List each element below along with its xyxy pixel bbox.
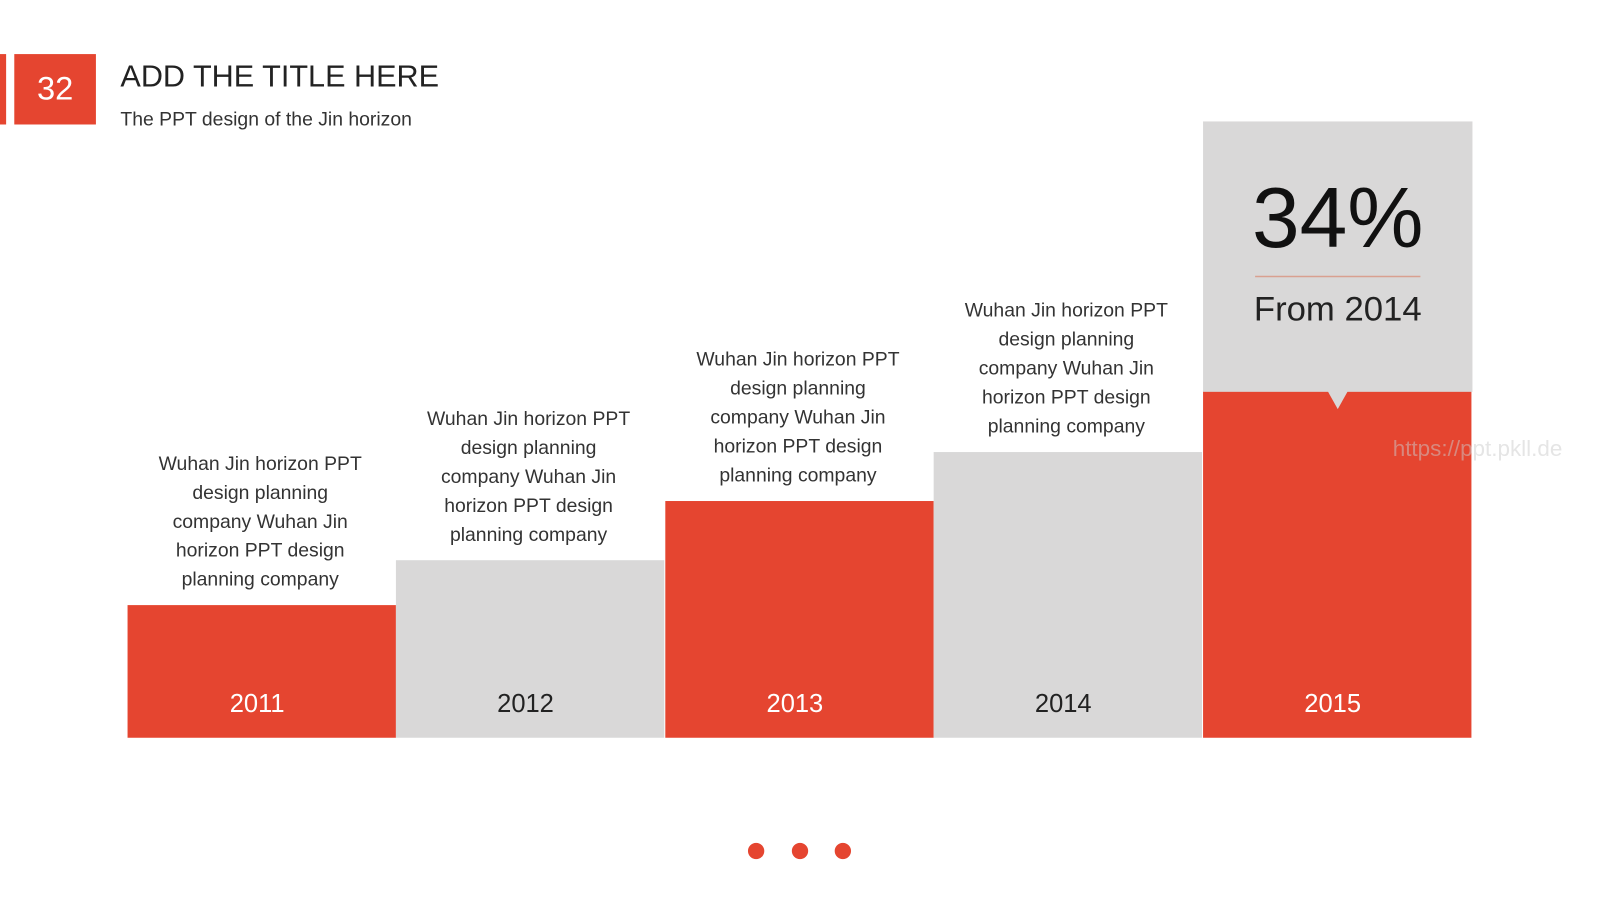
description-line: design planning xyxy=(998,329,1134,351)
description-line: design planning xyxy=(461,437,597,459)
year: 2012 xyxy=(497,690,554,718)
highlight-caption: From 2014 xyxy=(1254,290,1422,328)
step-bar xyxy=(933,452,1203,738)
year: 2011 xyxy=(230,690,285,718)
description-line: horizon PPT design xyxy=(444,495,613,517)
description-line: company Wuhan Jin xyxy=(441,466,616,488)
description-line: company Wuhan Jin xyxy=(710,407,885,429)
description-line: horizon PPT design xyxy=(982,387,1151,409)
step-bar xyxy=(665,501,934,738)
dot xyxy=(791,842,809,860)
description-line: company Wuhan Jin xyxy=(979,358,1154,380)
dot xyxy=(747,842,765,860)
page-number: 32 xyxy=(37,69,73,106)
highlight-box xyxy=(1203,121,1473,392)
subtitle: The PPT design of the Jin horizon xyxy=(120,109,412,131)
step-bar xyxy=(1203,390,1472,738)
description-line: design planning xyxy=(730,378,866,400)
columns: 2011 Wuhan Jin horizon PPT design planning… xyxy=(127,300,1472,738)
description-line: design planning xyxy=(192,482,328,504)
description-line: horizon PPT design xyxy=(176,540,345,562)
description-line: Wuhan Jin horizon PPT xyxy=(427,408,630,430)
year: 2014 xyxy=(1035,690,1092,718)
description-line: Wuhan Jin horizon PPT xyxy=(696,349,899,371)
highlight-value: 34% xyxy=(1252,170,1424,266)
description-line: company Wuhan Jin xyxy=(173,511,348,533)
description-line: planning company xyxy=(182,569,340,591)
description-line: planning company xyxy=(988,416,1146,438)
step-bar xyxy=(127,605,396,738)
accent-strip xyxy=(0,54,7,125)
dot xyxy=(834,842,852,860)
description-line: Wuhan Jin horizon PPT xyxy=(159,453,362,475)
pointer xyxy=(1327,390,1348,410)
description-line: planning company xyxy=(719,465,877,487)
step-bar xyxy=(395,560,665,738)
description-line: horizon PPT design xyxy=(714,436,883,458)
page-number-box xyxy=(14,54,96,125)
description-line: Wuhan Jin horizon PPT xyxy=(965,300,1168,322)
description-line: planning company xyxy=(450,524,608,546)
watermark: https://ppt.pkll.de xyxy=(1393,436,1563,461)
year: 2013 xyxy=(767,690,824,718)
title: ADD THE TITLE HERE xyxy=(120,60,439,94)
year: 2015 xyxy=(1304,690,1361,718)
